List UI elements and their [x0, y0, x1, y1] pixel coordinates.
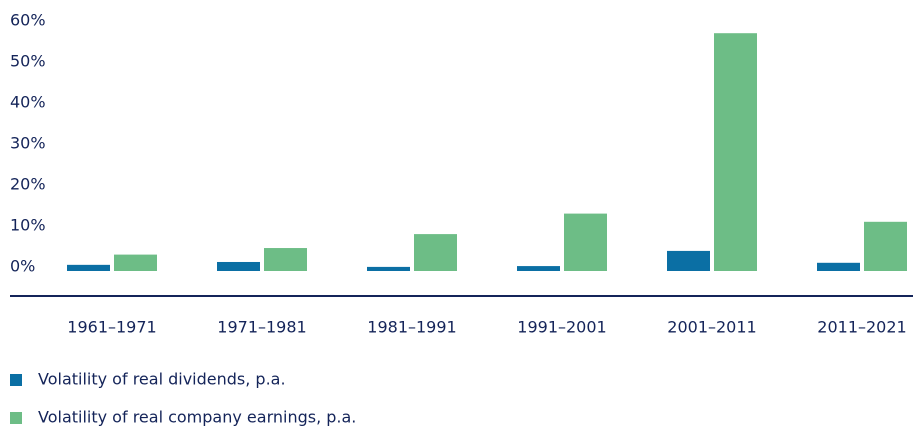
- x-tick-label: 1981–1991: [367, 318, 456, 337]
- y-tick-label: 0%: [10, 257, 35, 276]
- bar: [517, 266, 560, 271]
- x-tick-label: 2011–2021: [817, 318, 906, 337]
- bar: [817, 262, 860, 271]
- y-tick-label: 60%: [10, 11, 46, 30]
- legend-swatch: [10, 374, 22, 386]
- bar: [67, 264, 110, 271]
- x-tick-label: 2001–2011: [667, 318, 756, 337]
- bar: [864, 221, 907, 271]
- legend-label: Volatility of real company earnings, p.a…: [38, 408, 356, 427]
- bar: [714, 33, 757, 272]
- bar: [114, 254, 157, 271]
- y-tick-label: 50%: [10, 52, 46, 71]
- bar: [217, 261, 260, 271]
- x-tick-label: 1971–1981: [217, 318, 306, 337]
- x-tick-label: 1961–1971: [67, 318, 156, 337]
- y-tick-label: 20%: [10, 175, 46, 194]
- bar: [367, 266, 410, 271]
- y-tick-label: 30%: [10, 134, 46, 153]
- legend-swatch: [10, 412, 22, 424]
- legend-label: Volatility of real dividends, p.a.: [38, 370, 286, 389]
- bar: [564, 213, 607, 271]
- bar: [414, 234, 457, 271]
- y-tick-label: 10%: [10, 216, 46, 235]
- bar: [667, 250, 710, 271]
- bar: [264, 248, 307, 271]
- x-tick-label: 1991–2001: [517, 318, 606, 337]
- y-tick-label: 40%: [10, 93, 46, 112]
